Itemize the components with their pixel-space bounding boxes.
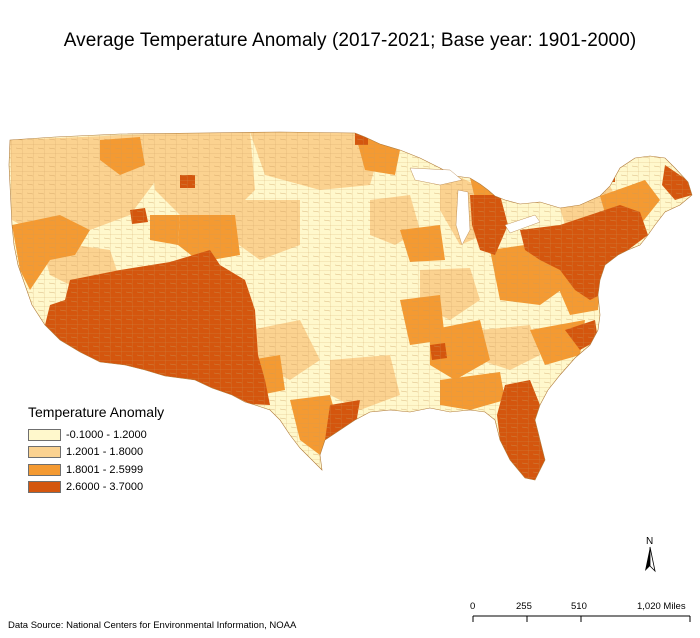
- scale-tick-1020: 1,020 Miles: [637, 601, 686, 612]
- scale-tick-0: 0: [470, 601, 476, 612]
- legend-swatch: [28, 481, 61, 494]
- legend-swatch: [28, 446, 61, 459]
- lake-michigan: [455, 189, 471, 246]
- lake-superior: [409, 167, 463, 186]
- legend-label: -0.1000 - 1.2000: [66, 428, 147, 441]
- legend-label: 2.6000 - 3.7000: [66, 481, 144, 494]
- legend-swatch: [28, 463, 61, 476]
- north-arrow-icon: [645, 546, 656, 573]
- legend-item: -0.1000 - 1.2000: [28, 426, 208, 444]
- data-source-note: Data Source: National Centers for Enviro…: [8, 620, 297, 631]
- scale-tick-510: 510: [571, 601, 587, 612]
- legend-item: 1.2001 - 1.8000: [28, 444, 208, 462]
- legend-title: Temperature Anomaly: [28, 404, 165, 420]
- scale-tick-255: 255: [516, 601, 532, 612]
- map-title: Average Temperature Anomaly (2017-2021; …: [63, 30, 637, 51]
- legend-swatch: [28, 428, 61, 441]
- scale-bar: [472, 615, 691, 622]
- legend-label: 1.8001 - 2.5999: [66, 463, 144, 476]
- legend: Temperature Anomaly -0.1000 - 1.2000 1.2…: [28, 404, 208, 496]
- legend-item: 1.8001 - 2.5999: [28, 461, 208, 479]
- legend-label: 1.2001 - 1.8000: [66, 446, 144, 459]
- country-outline: [8, 131, 693, 481]
- legend-item: 2.6000 - 3.7000: [28, 479, 208, 497]
- lake-erie: [504, 214, 541, 234]
- north-arrow-label: N: [646, 536, 654, 547]
